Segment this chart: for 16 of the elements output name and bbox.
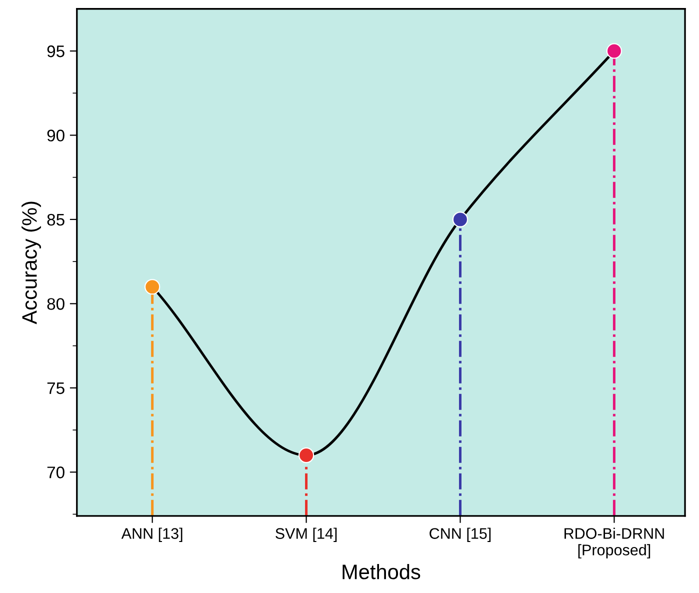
y-tick-label: 90 — [47, 130, 64, 142]
point — [606, 43, 622, 59]
y-tick-label: 80 — [47, 298, 64, 310]
x-tick-label: CNN [15] — [430, 528, 491, 542]
x-tick-label: SVM [14] — [276, 528, 337, 542]
x-tick-label: RDO-Bi-DRNN [Proposed] — [564, 528, 664, 558]
y-tick-label: 95 — [47, 45, 64, 58]
y-tick-label: 70 — [47, 466, 64, 478]
point — [298, 447, 314, 464]
x-tick-label: ANN [13] — [121, 528, 182, 542]
point — [144, 278, 160, 295]
y-tick-label: 75 — [47, 382, 64, 394]
x-axis-title: Methods — [342, 564, 420, 580]
point — [452, 212, 468, 228]
y-tick-label: 85 — [47, 214, 64, 226]
y-axis-title: Accuracy (%) — [22, 202, 41, 324]
